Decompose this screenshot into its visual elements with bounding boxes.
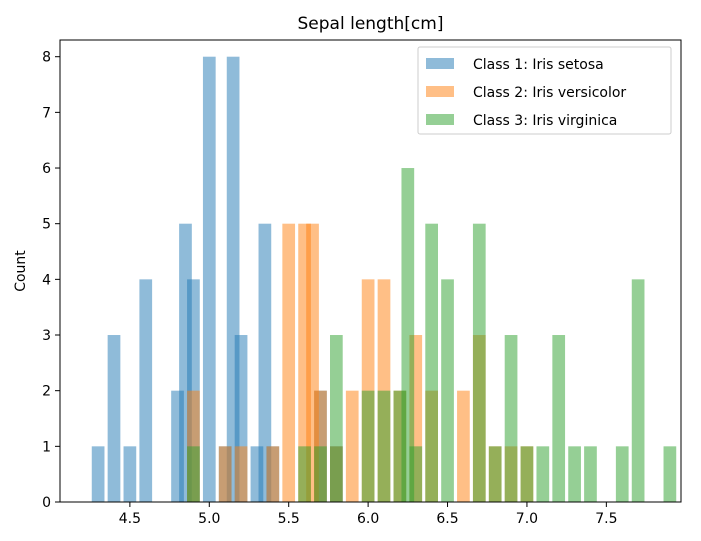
x-tick-label: 7.5 [595,511,617,527]
bar-series1-3 [139,279,153,502]
bar-series2-15 [457,390,470,502]
bar-series3-11 [472,223,486,502]
bar-series1-0 [91,446,105,502]
bar-series3-1 [298,446,311,502]
bar-series3-10 [441,279,454,502]
bar-series3-16 [552,335,566,502]
y-tick-label: 2 [42,384,51,400]
y-tick-label: 5 [42,217,51,233]
legend-swatch-1 [426,58,454,69]
bar-series1-1 [107,335,121,502]
bar-series1-12 [258,223,272,502]
bar-series1-2 [123,446,137,502]
bar-series3-15 [536,446,550,502]
bars-layer [91,56,677,503]
y-tick-label: 7 [42,105,51,121]
legend: Class 1: Iris setosa Class 2: Iris versic… [417,46,672,135]
x-tick-label: 5.0 [198,511,220,527]
legend-swatch-2 [426,86,454,97]
bar-series3-14 [520,446,534,502]
bar-series3-21 [663,446,677,502]
bar-series3-17 [568,446,581,502]
bar-series3-5 [377,390,391,502]
bar-series3-4 [361,390,375,502]
legend-label-1: Class 1: Iris setosa [473,57,604,73]
y-tick-label: 1 [42,439,51,455]
x-tick-label: 5.5 [278,511,300,527]
bar-series3-13 [504,335,518,502]
bar-series3-12 [488,446,502,502]
x-tick-label: 7.0 [516,511,538,527]
bar-series1-7 [202,56,216,503]
bar-series3-3 [330,335,343,502]
bar-series3-9 [425,223,438,502]
y-tick-label: 3 [42,328,51,344]
plot-frame [59,39,682,503]
bar-series2-2 [234,446,248,502]
chart-title: Sepal length[cm] [298,14,444,34]
legend-label-2: Class 2: Iris versicolor [473,85,626,101]
x-tick-label: 6.0 [357,511,379,527]
y-tick-label: 0 [42,495,51,511]
x-tick-label: 4.5 [119,511,141,527]
y-axis-ticks: 0 1 2 3 4 5 6 7 8 [42,50,60,511]
y-tick-label: 6 [42,161,51,177]
x-tick-label: 6.5 [436,511,458,527]
bar-series2-9 [345,390,359,502]
bar-series3-19 [615,446,629,502]
y-tick-label: 4 [42,272,51,288]
y-axis-label: Count [13,250,29,292]
y-tick-label: 8 [42,50,51,66]
bar-series3-0 [187,446,200,502]
bar-series3-20 [631,279,645,502]
legend-box [417,46,672,135]
bar-series3-2 [314,446,327,502]
x-axis-ticks: 4.5 5.0 5.5 6.0 6.5 7.0 7.5 [119,502,617,527]
bar-series2-1 [218,446,232,502]
bar-series3-8 [409,446,423,502]
bar-series2-3 [266,446,280,502]
legend-label-3: Class 3: Iris virginica [473,113,617,129]
legend-swatch-3 [426,114,454,125]
bar-series3-18 [584,446,597,502]
bar-series3-7 [401,168,415,502]
bar-series2-4 [282,223,296,502]
